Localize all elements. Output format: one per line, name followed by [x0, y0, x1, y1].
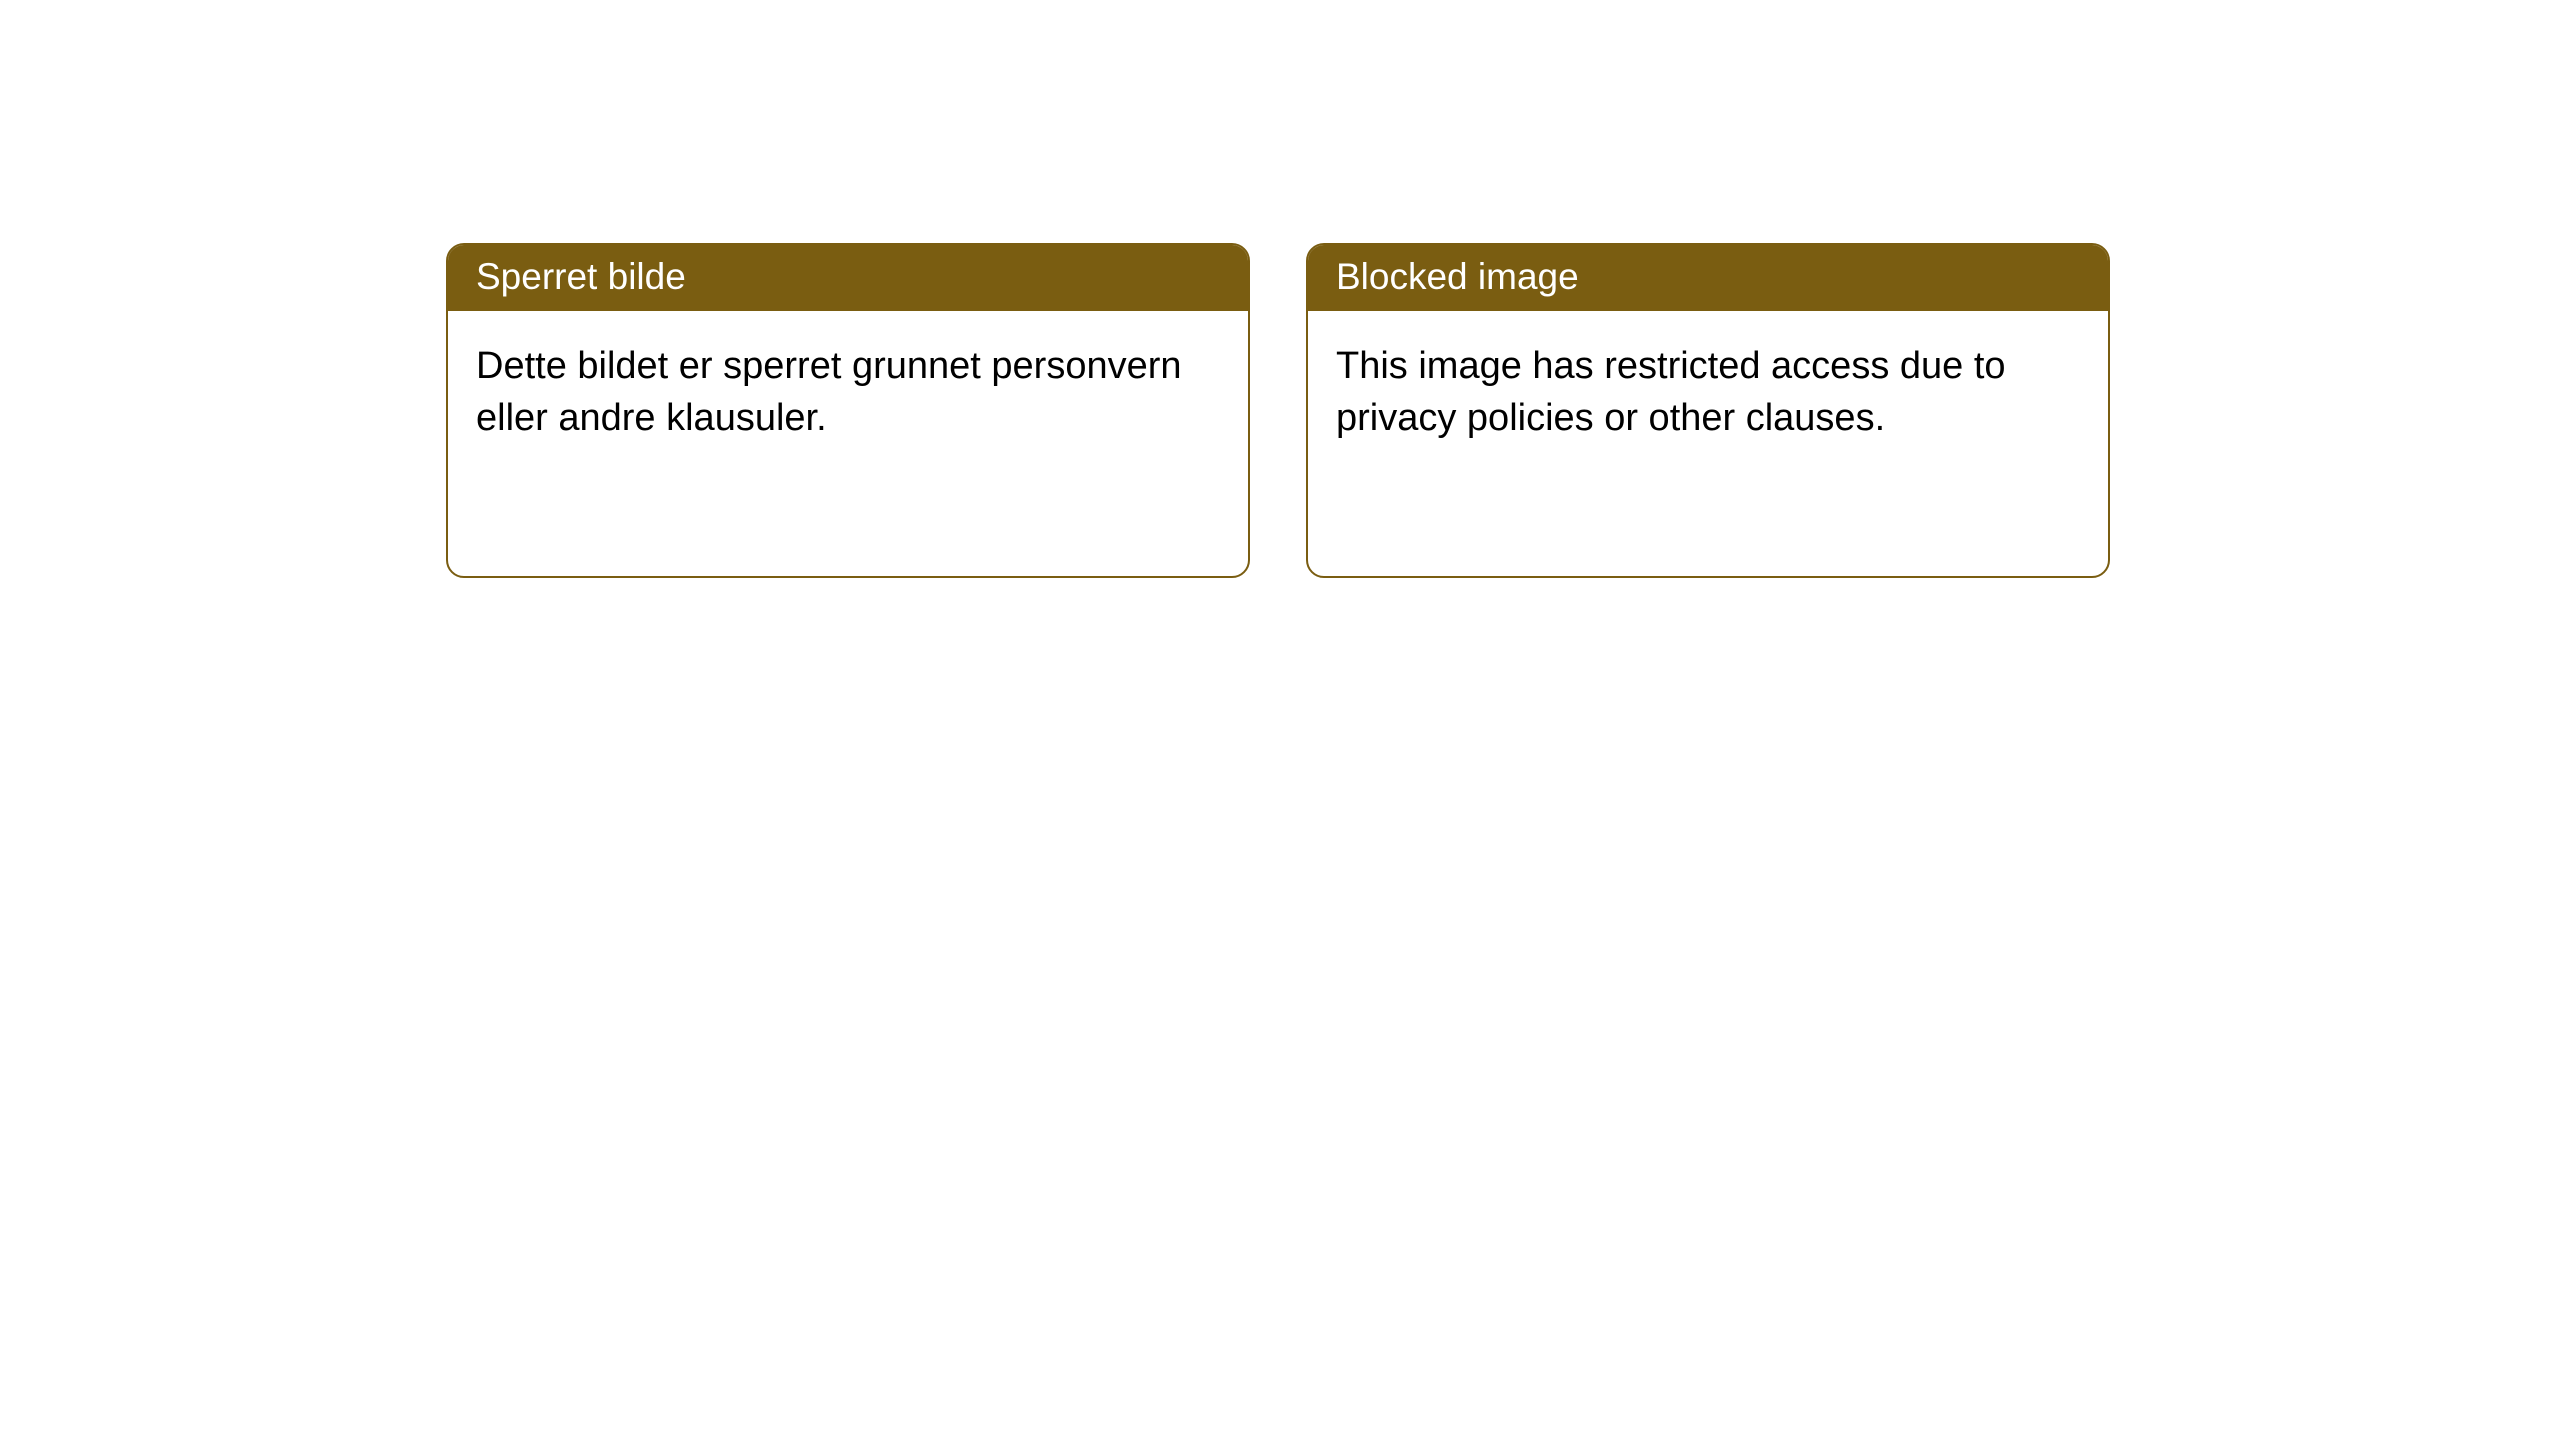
- notice-header: Sperret bilde: [448, 245, 1248, 311]
- notice-body: Dette bildet er sperret grunnet personve…: [448, 311, 1248, 474]
- notice-box-norwegian: Sperret bilde Dette bildet er sperret gr…: [446, 243, 1250, 578]
- notice-body: This image has restricted access due to …: [1308, 311, 2108, 474]
- notice-box-english: Blocked image This image has restricted …: [1306, 243, 2110, 578]
- notice-header: Blocked image: [1308, 245, 2108, 311]
- notice-container: Sperret bilde Dette bildet er sperret gr…: [446, 243, 2110, 578]
